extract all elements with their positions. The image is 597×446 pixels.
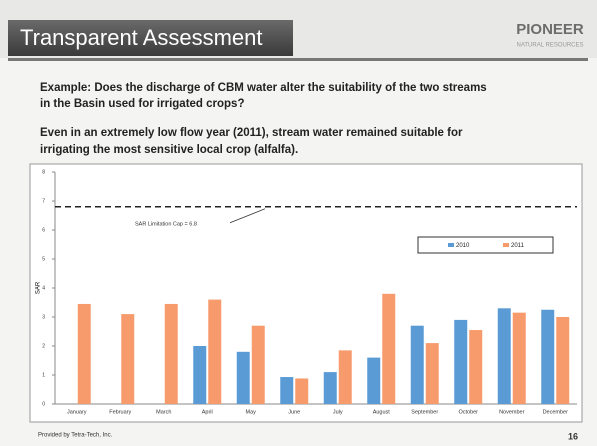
x-tick-label: February <box>109 409 131 415</box>
bar <box>323 372 337 404</box>
bar <box>556 317 570 404</box>
x-tick-label: September <box>411 409 438 415</box>
bar <box>193 346 207 404</box>
bar <box>208 299 222 404</box>
y-tick-label: 1 <box>42 372 45 378</box>
x-tick-label: May <box>246 409 257 415</box>
y-tick-label: 7 <box>42 198 45 204</box>
bar <box>164 303 178 404</box>
y-tick-label: 4 <box>42 285 45 291</box>
legend-box <box>417 236 554 254</box>
y-tick-label: 6 <box>42 227 45 233</box>
bar <box>367 357 381 404</box>
bar <box>410 325 424 404</box>
x-tick-label: April <box>202 409 213 415</box>
bar <box>121 314 135 404</box>
x-tick-label: March <box>156 409 171 415</box>
legend-label: 2011 <box>511 243 525 249</box>
logo: PIONEER <box>516 21 584 38</box>
x-tick-label: August <box>373 409 391 415</box>
annotation-arrow <box>229 208 266 224</box>
bar <box>338 350 352 404</box>
bar <box>469 330 483 404</box>
page-number: 16 <box>568 431 578 441</box>
x-tick-label: July <box>333 409 343 415</box>
annotation: SAR Limitation Cap = 6.8 <box>135 221 197 227</box>
bar <box>497 308 511 404</box>
divider <box>8 58 588 61</box>
bar <box>236 351 250 404</box>
logo-sub: NATURAL RESOURCES <box>516 43 583 49</box>
bar <box>454 319 468 404</box>
legend-label: 2010 <box>456 243 470 249</box>
body-text: irrigating the most sensitive local crop… <box>40 144 298 156</box>
x-tick-label: November <box>499 409 525 415</box>
bar <box>541 309 555 404</box>
y-tick-label: 5 <box>42 256 45 262</box>
x-tick-label: October <box>458 409 478 415</box>
body-text: Even in an extremely low flow year (2011… <box>40 127 463 139</box>
bar <box>512 312 526 404</box>
source: Provided by Tetra-Tech, Inc. <box>38 433 113 439</box>
y-tick-label: 8 <box>42 169 45 175</box>
x-tick-label: January <box>67 409 87 415</box>
bar <box>251 325 265 404</box>
body-text: in the Basin used for irrigated crops? <box>40 98 244 110</box>
x-tick-label: June <box>288 409 300 415</box>
y-axis-label: SAR <box>36 281 42 294</box>
title-bar <box>8 20 293 56</box>
bar <box>295 378 309 404</box>
bar <box>425 343 439 404</box>
bar <box>382 293 396 404</box>
bar <box>280 377 294 404</box>
y-tick-label: 2 <box>42 343 45 349</box>
y-tick-label: 0 <box>42 401 45 407</box>
slide-title: Transparent Assessment <box>20 25 263 50</box>
legend-swatch <box>448 243 454 247</box>
bar <box>77 303 91 404</box>
y-tick-label: 3 <box>42 314 45 320</box>
legend-swatch <box>503 243 509 247</box>
x-tick-label: December <box>543 409 569 415</box>
body-text: Example: Does the discharge of CBM water… <box>40 82 487 94</box>
